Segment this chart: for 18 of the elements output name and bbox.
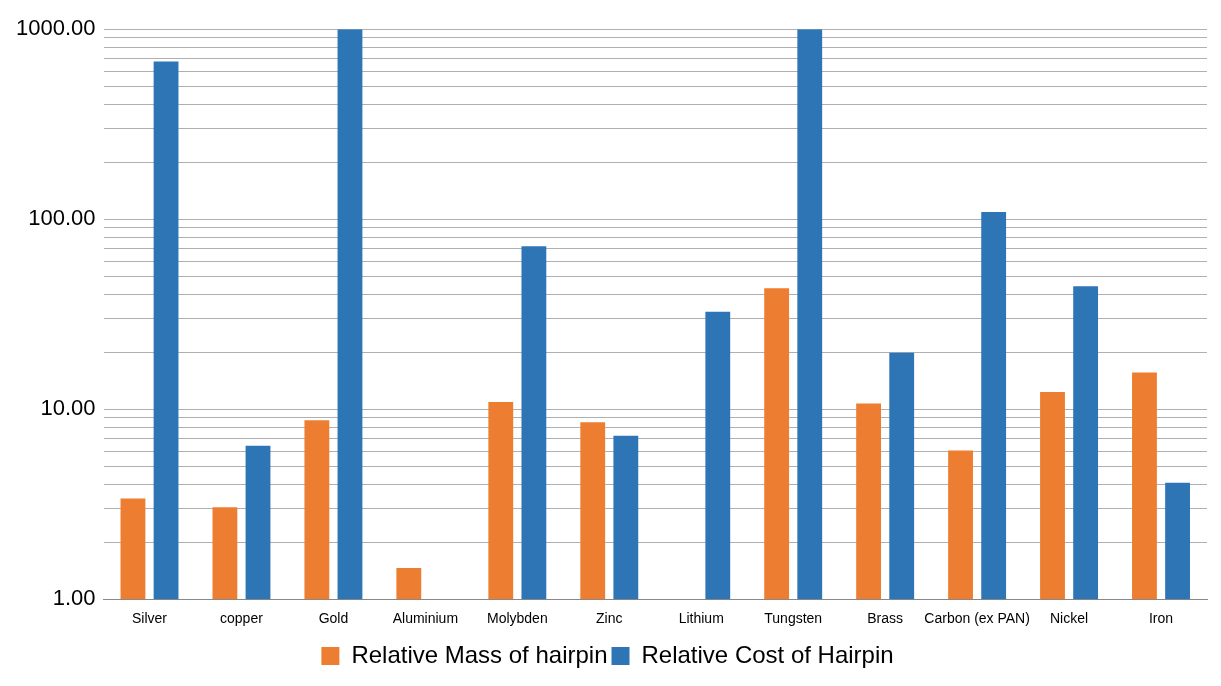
y-tick-label: 1000.00 (15, 15, 96, 41)
x-tick-label: Lithium (678, 610, 724, 627)
y-tick-label: 1.00 (52, 585, 96, 611)
legend-label: Relative Mass of hairpin (351, 640, 608, 668)
x-tick-label: Molybden (486, 610, 548, 627)
x-tick-label: Nickel (1050, 610, 1089, 627)
x-tick-label: Gold (318, 610, 349, 627)
legend-label: Relative Cost of Hairpin (641, 640, 894, 668)
x-tick-label: Aluminium (392, 610, 459, 627)
y-tick-label: 10.00 (40, 395, 96, 421)
x-tick-label: Carbon (ex PAN) (924, 610, 1030, 627)
x-tick-label: Iron (1148, 610, 1174, 627)
x-tick-label: Brass (867, 610, 904, 627)
x-tick-label: Tungsten (764, 610, 823, 627)
x-tick-label: Zinc (596, 610, 623, 627)
y-tick-label: 100.00 (28, 205, 96, 231)
x-tick-label: copper (220, 610, 264, 627)
x-tick-label: Silver (131, 610, 168, 627)
